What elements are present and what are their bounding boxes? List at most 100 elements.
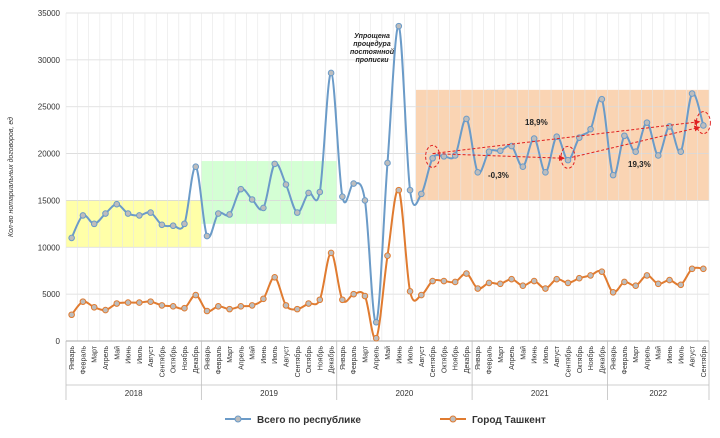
data-point: [666, 123, 673, 130]
data-point: [305, 189, 312, 197]
data-point: [688, 265, 696, 273]
data-point: [214, 210, 222, 217]
data-point: [384, 252, 391, 260]
y-axis-ticks: 0 5000 10000 15000 20000 25000 30000 35000: [38, 9, 61, 346]
data-point: [147, 298, 154, 305]
data-point: [136, 299, 143, 306]
data-point: [248, 302, 256, 309]
data-point: [429, 154, 436, 162]
data-point: [192, 291, 200, 299]
x-tick-label: Август: [690, 345, 697, 367]
x-tick-label: Август: [419, 345, 426, 367]
data-point: [519, 163, 527, 170]
x-tick-label: Сентябрь: [564, 346, 572, 378]
x-tick-label: Июнь: [667, 346, 674, 364]
x-tick-label: Июль: [678, 346, 685, 364]
series-1: [68, 186, 707, 342]
data-point: [395, 22, 403, 30]
legend-swatch-marker: [234, 415, 242, 423]
data-point: [654, 152, 662, 159]
data-point: [102, 210, 109, 217]
data-point: [260, 204, 267, 212]
data-point: [598, 268, 606, 275]
data-point: [688, 90, 696, 97]
x-tick-label: Апрель: [103, 346, 110, 370]
data-point: [147, 209, 154, 216]
data-point: [237, 185, 245, 193]
data-point: [260, 295, 267, 303]
data-point: [181, 220, 188, 228]
y-tick-label: 15000: [38, 196, 61, 205]
x-tick-label: Октябрь: [576, 346, 584, 373]
y-tick-label: 30000: [38, 56, 61, 65]
x-tick-label: Февраль: [351, 346, 358, 375]
x-tick-label: Ноябрь: [181, 346, 189, 371]
data-point: [305, 300, 312, 307]
x-tick-label: Декабрь: [328, 346, 336, 374]
data-point: [463, 115, 470, 123]
data-point: [485, 148, 493, 155]
data-point: [79, 212, 87, 219]
data-point: [418, 190, 425, 198]
x-tick-label: Сентябрь: [294, 346, 302, 378]
x-tick-label: Март: [362, 345, 369, 363]
data-point: [542, 285, 549, 292]
data-point: [575, 274, 583, 282]
data-point: [621, 278, 628, 286]
data-point: [542, 169, 549, 176]
note-text: процедура: [353, 40, 391, 48]
data-point: [598, 95, 606, 103]
data-point: [79, 298, 87, 305]
data-point: [350, 180, 357, 187]
x-tick-label: Октябрь: [170, 346, 178, 373]
data-point: [68, 234, 75, 242]
data-point: [463, 270, 470, 277]
data-point: [203, 307, 211, 315]
x-tick-label: Июнь: [261, 346, 268, 364]
data-point: [158, 302, 166, 309]
x-tick-label: Апрель: [238, 346, 245, 370]
data-point: [666, 276, 673, 284]
data-point: [451, 278, 459, 286]
data-point: [429, 277, 436, 285]
y-tick-label: 25000: [38, 103, 61, 112]
x-tick-label: Март: [633, 345, 640, 363]
data-point: [530, 135, 538, 142]
x-tick-label: Июль: [272, 346, 279, 364]
x-tick-label: Октябрь: [305, 346, 313, 373]
data-point: [316, 296, 324, 304]
data-point: [181, 304, 188, 312]
data-point: [564, 279, 572, 287]
year-label: 2020: [396, 389, 414, 398]
data-point: [271, 273, 278, 281]
data-point: [553, 275, 561, 283]
x-tick-label: Март: [227, 345, 234, 363]
data-point: [609, 288, 617, 296]
data-point: [90, 220, 98, 228]
data-point: [440, 277, 448, 285]
x-tick-label: Декабрь: [598, 346, 606, 374]
data-point: [248, 196, 256, 203]
data-point: [339, 193, 346, 200]
note-text: постоянной: [350, 48, 395, 56]
x-tick-label: Июль: [408, 346, 415, 364]
data-point: [192, 163, 200, 170]
data-point: [700, 265, 707, 273]
x-tick-label: Февраль: [487, 346, 494, 375]
data-point: [497, 147, 504, 155]
data-point: [632, 282, 639, 290]
year-label: 2022: [649, 389, 667, 398]
data-point: [327, 249, 335, 257]
x-tick-label: Июль: [137, 346, 144, 364]
data-point: [113, 300, 121, 307]
y-axis-label: Кол-во нотариальных договоров, ед: [7, 117, 15, 237]
data-point: [282, 302, 290, 309]
series-lines: [68, 22, 707, 342]
x-tick-label: Апрель: [374, 346, 381, 370]
year-label: 2019: [260, 389, 278, 398]
y-tick-label: 35000: [38, 9, 61, 18]
x-axis: Январь Февраль Март Апрель Май Июнь Июль Август…: [65, 340, 710, 400]
data-point: [203, 232, 211, 240]
data-point: [587, 272, 594, 279]
